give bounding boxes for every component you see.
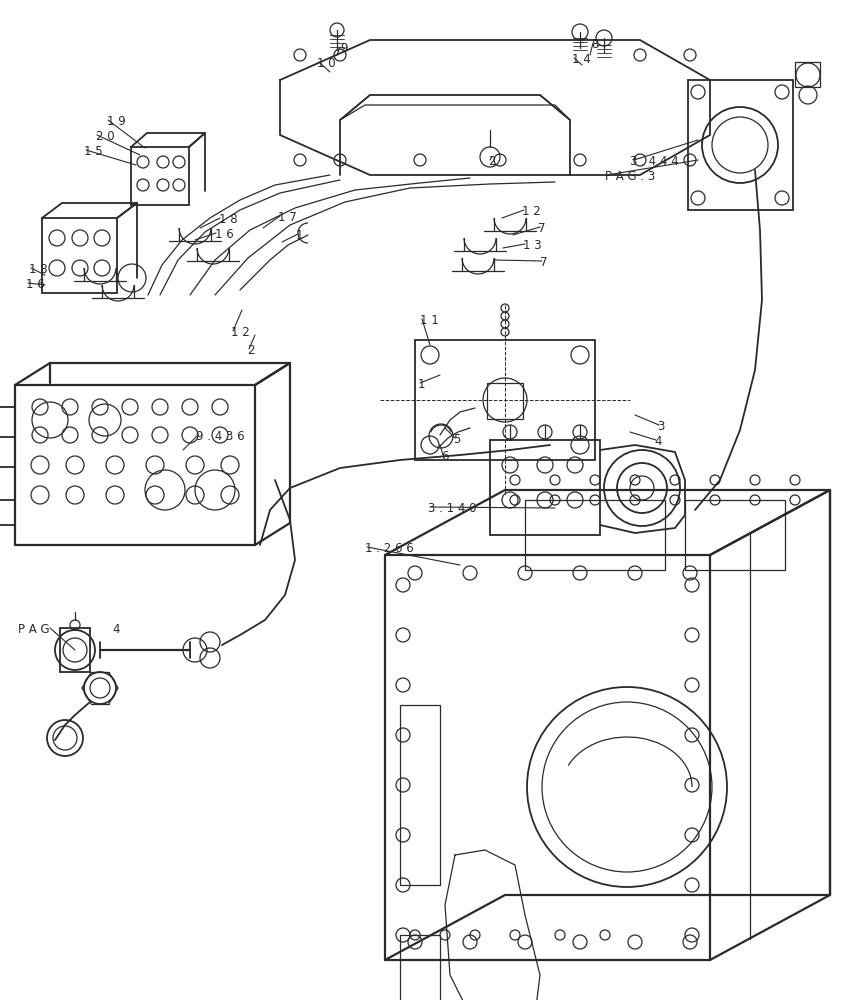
Bar [60,628,90,672]
Bar [487,383,523,419]
Text: 1 2: 1 2 [231,326,250,339]
Text: 2: 2 [247,344,254,357]
Text: 9 . 4 3 6: 9 . 4 3 6 [196,430,245,443]
Bar [685,500,785,570]
Text: 4: 4 [112,623,120,636]
Bar [42,218,117,293]
Text: 1 8: 1 8 [219,213,238,226]
Bar [795,62,820,87]
Text: 3: 3 [657,420,664,433]
Text: 1 6: 1 6 [26,278,45,291]
Text: 7: 7 [538,222,545,235]
Text: 4: 4 [654,435,661,448]
Bar [415,340,595,460]
Text: 1 3: 1 3 [523,239,542,252]
Text: 1: 1 [418,378,425,391]
Text: 5: 5 [453,433,460,446]
Text: 2: 2 [488,155,496,168]
Text: 1 5: 1 5 [84,145,102,158]
Text: 6: 6 [441,450,449,463]
Text: 1 1: 1 1 [420,314,438,327]
Bar [525,500,665,570]
Text: 1 9: 1 9 [107,115,126,128]
Bar [131,147,189,205]
Text: 1 4: 1 4 [572,53,591,66]
Text: 1 . 2 6 6: 1 . 2 6 6 [365,542,414,555]
Text: 3 . 4 4 4: 3 . 4 4 4 [630,155,679,168]
Text: 1 8: 1 8 [29,263,48,276]
Text: P A G .: P A G . [18,623,57,636]
Text: 1 0: 1 0 [317,57,336,70]
Bar [400,705,440,885]
Text: 8: 8 [591,38,598,51]
Text: 7: 7 [540,256,548,269]
Bar [490,440,600,535]
Text: 1 7: 1 7 [278,211,297,224]
Text: P A G . 3: P A G . 3 [605,170,655,183]
Text: 1: 1 [296,229,304,242]
Text: 1 2: 1 2 [522,205,541,218]
Text: 1 6: 1 6 [215,228,233,241]
Text: 2 0: 2 0 [96,130,115,143]
Text: 3 . 1 4 0: 3 . 1 4 0 [428,502,477,515]
Text: 9: 9 [340,42,347,55]
Bar [688,80,793,210]
Bar [400,935,440,1000]
